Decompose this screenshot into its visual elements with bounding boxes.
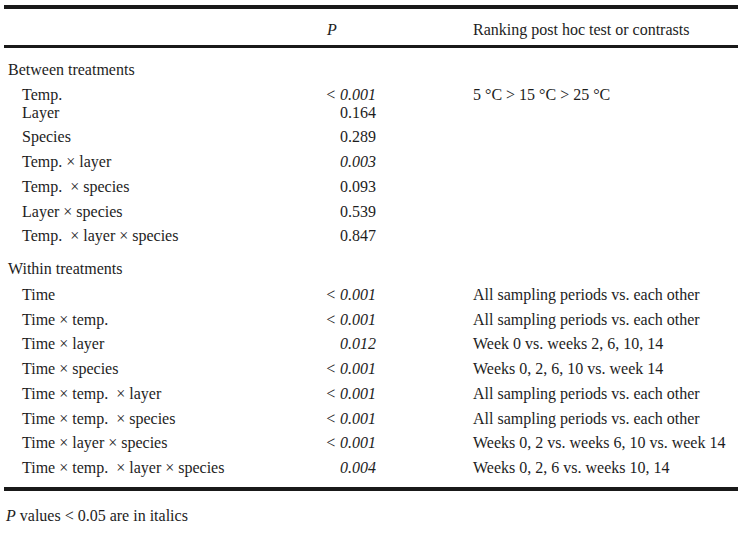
table-header: P Ranking post hoc test or contrasts xyxy=(0,9,742,45)
p-value: 0.847 xyxy=(281,224,376,249)
ranking-column-header: Ranking post hoc test or contrasts xyxy=(473,18,689,43)
effect-label: Time × species xyxy=(22,357,281,382)
table-bottom-rule xyxy=(4,487,738,491)
table-row: Temp. × layer0.003 xyxy=(0,150,742,175)
effect-label: Time × temp. × layer × species xyxy=(22,456,281,481)
p-value: 0.004 xyxy=(281,456,376,481)
p-value: < 0.001 xyxy=(281,308,376,333)
footnote-text: values < 0.05 are in italics xyxy=(16,507,188,524)
table-row: Layer0.164 xyxy=(0,101,742,126)
effect-label: Time xyxy=(22,283,281,308)
table-row: Temp. × species0.093 xyxy=(0,175,742,200)
p-value: 0.539 xyxy=(281,200,376,225)
p-value: 0.093 xyxy=(281,175,376,200)
table-row: Time × layer × species< 0.001 Weeks 0, 2 … xyxy=(0,431,742,456)
effect-label: Layer × species xyxy=(22,200,281,225)
p-value: < 0.001 xyxy=(281,431,376,456)
table-row: Time × temp. × layer × species0.004 Weeks… xyxy=(0,456,742,481)
effect-label: Temp. × species xyxy=(22,175,281,200)
p-value: < 0.001 xyxy=(281,357,376,382)
table-row: Time × temp.< 0.001 All sampling periods … xyxy=(0,308,742,333)
ranking-value: All sampling periods vs. each other xyxy=(473,308,700,333)
p-value: 0.289 xyxy=(281,125,376,150)
section-title: Between treatments xyxy=(8,58,742,84)
table-row: Time< 0.001 All sampling periods vs. each… xyxy=(0,283,742,308)
p-value: 0.012 xyxy=(281,332,376,357)
effect-label: Time × temp. × species xyxy=(22,407,281,432)
effect-label: Time × temp. xyxy=(22,308,281,333)
p-value: < 0.001 xyxy=(281,283,376,308)
table-section: Within treatmentsTime< 0.001All sampling… xyxy=(0,257,742,481)
table-row: Time × layer0.012 Week 0 vs. weeks 2, 6, … xyxy=(0,332,742,357)
ranking-value: All sampling periods vs. each other xyxy=(473,382,700,407)
effect-label: Layer xyxy=(22,101,281,126)
effect-label: Time × temp. × layer xyxy=(22,382,281,407)
ranking-value: Weeks 0, 2 vs. weeks 6, 10 vs. week 14 xyxy=(473,431,725,456)
ranking-value: Week 0 vs. weeks 2, 6, 10, 14 xyxy=(473,332,663,357)
ranking-value: All sampling periods vs. each other xyxy=(473,407,700,432)
section-title: Within treatments xyxy=(8,257,742,283)
table-row: Temp. × layer × species0.847 xyxy=(0,224,742,249)
effect-label: Species xyxy=(22,125,281,150)
effect-label: Time × layer xyxy=(22,332,281,357)
ranking-value: Weeks 0, 2, 6, 10 vs. week 14 xyxy=(473,357,663,382)
ranking-value: 5 °C > 15 °C > 25 °C xyxy=(473,83,610,108)
effect-label: Temp. × layer xyxy=(22,150,281,175)
ranking-value: Weeks 0, 2, 6 vs. weeks 10, 14 xyxy=(473,456,669,481)
table-row: Time × temp. × layer< 0.001 All sampling … xyxy=(0,382,742,407)
ranking-value: All sampling periods vs. each other xyxy=(473,283,700,308)
p-column-header: P xyxy=(327,18,337,43)
table-row: Time × temp. × species< 0.001 All samplin… xyxy=(0,407,742,432)
p-value: 0.164 xyxy=(281,101,376,126)
table-footnote: P values < 0.05 are in italics xyxy=(6,504,742,529)
footnote-p-symbol: P xyxy=(6,507,16,524)
effect-label: Temp. × layer × species xyxy=(22,224,281,249)
table-body: Between treatmentsTemp.< 0.0015 °C > 15 … xyxy=(0,58,742,481)
table-section: Between treatmentsTemp.< 0.0015 °C > 15 … xyxy=(0,58,742,250)
anova-results-table: P Ranking post hoc test or contrasts Bet… xyxy=(0,5,742,529)
table-row: Layer × species0.539 xyxy=(0,200,742,225)
table-row: Time × species< 0.001 Weeks 0, 2, 6, 10 v… xyxy=(0,357,742,382)
effect-label: Time × layer × species xyxy=(22,431,281,456)
p-value: < 0.001 xyxy=(281,382,376,407)
p-value: < 0.001 xyxy=(281,407,376,432)
header-separator-rule xyxy=(4,45,738,49)
table-row: Species0.289 xyxy=(0,125,742,150)
p-value: 0.003 xyxy=(281,150,376,175)
